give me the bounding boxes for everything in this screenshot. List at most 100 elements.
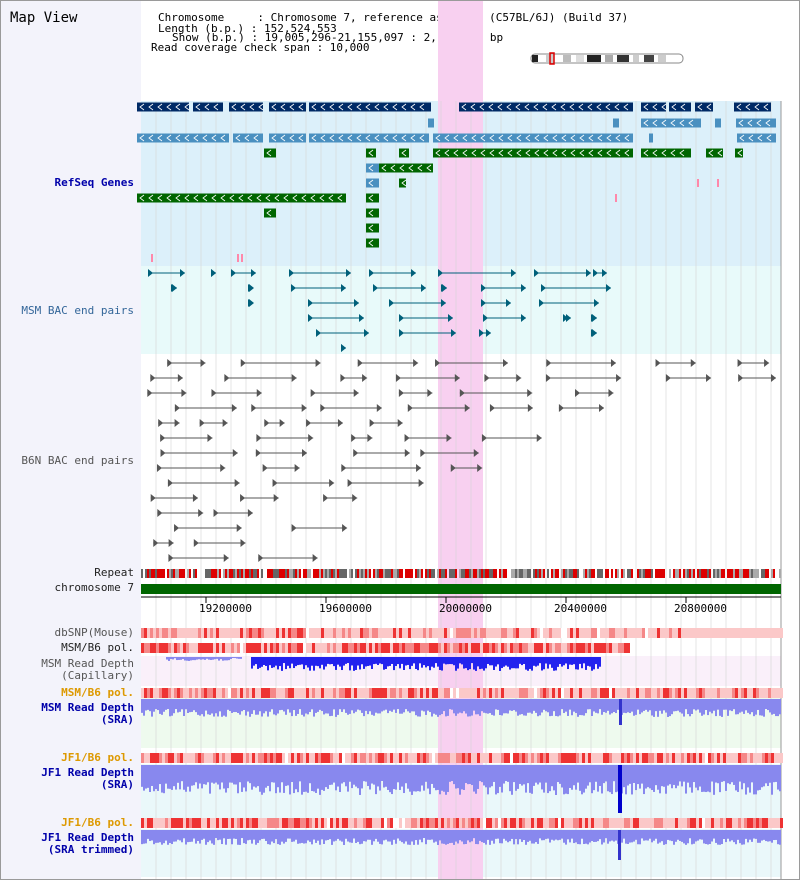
depth-bar [261, 657, 263, 667]
heat-cell [354, 628, 357, 638]
heat-cell [231, 818, 234, 828]
track-label-msm-bac[interactable]: MSM BAC end pairs [21, 304, 134, 317]
depth-bar [335, 830, 337, 841]
heat-cell [696, 688, 699, 698]
track-label-jf1-read-depth-trimmed[interactable]: JF1 Read Depth (SRA trimmed) [41, 831, 134, 856]
depth-bar [249, 830, 251, 840]
repeat-segment [471, 569, 473, 578]
heat-cell [681, 753, 684, 763]
heat-cell [714, 753, 717, 763]
heat-cell [657, 753, 660, 763]
track-label-refseq[interactable]: RefSeq Genes [54, 176, 134, 189]
gene-strand-mark [588, 134, 594, 142]
heat-cell [393, 628, 396, 638]
heat-cell [684, 628, 687, 638]
depth-bar [561, 830, 563, 839]
chromosome-ideogram[interactable] [530, 52, 684, 65]
heat-cell [546, 643, 549, 653]
gene-strand-mark [368, 209, 374, 217]
track-label-msm-b6-pol-1[interactable]: MSM/B6 pol. [61, 641, 134, 654]
heat-cell [642, 753, 645, 763]
depth-bar [501, 657, 503, 669]
heat-cell [564, 688, 567, 698]
heat-cell [441, 753, 444, 763]
bac-end-left [737, 359, 743, 367]
track-label-repeat[interactable]: Repeat [94, 566, 134, 579]
heat-cell [297, 753, 300, 763]
track-label-dbsnp[interactable]: dbSNP(Mouse) [54, 626, 134, 639]
track-label-msm-b6-pol-2[interactable]: MSM/B6 pol. [61, 686, 134, 699]
repeat-segment [701, 569, 703, 578]
depth-bar [311, 765, 313, 792]
track-label-b6n-bac[interactable]: B6N BAC end pairs [21, 454, 134, 467]
depth-bar [557, 699, 559, 717]
depth-bar [461, 699, 463, 714]
gene-strand-mark [266, 209, 272, 217]
depth-bar [569, 657, 571, 665]
gene-bar [734, 102, 771, 112]
heat-cell [543, 818, 546, 828]
heat-cell [393, 753, 396, 763]
depth-bar [179, 765, 181, 790]
depth-bar [173, 699, 175, 714]
heat-cell [540, 628, 543, 638]
pink-marker [697, 179, 699, 187]
heat-cell [726, 818, 729, 828]
heat-cell [537, 688, 540, 698]
depth-bar [703, 765, 705, 792]
heat-cell [201, 628, 204, 638]
depth-bar [165, 765, 167, 784]
heat-cell [672, 818, 675, 828]
heat-cell [357, 628, 360, 638]
repeat-segment [157, 569, 159, 578]
heat-cell [747, 753, 750, 763]
selected-region-highlight [438, 1, 483, 879]
repeat-segment [393, 569, 395, 578]
depth-bar [247, 765, 249, 782]
depth-bar [327, 830, 329, 841]
heat-cell [654, 753, 657, 763]
heat-cell [354, 688, 357, 698]
gene-strand-mark [506, 103, 512, 111]
gene-strand-mark [661, 103, 667, 111]
track-label-msm-read-depth-sra[interactable]: MSM Read Depth (SRA) [41, 701, 134, 726]
track-label-jf1-b6-pol-2[interactable]: JF1/B6 pol. [61, 816, 134, 829]
heat-cell [144, 753, 147, 763]
repeat-segment [567, 569, 569, 578]
track-label-jf1-read-depth-sra[interactable]: JF1 Read Depth (SRA) [41, 766, 134, 791]
heat-cell [708, 818, 711, 828]
track-label-msm-read-depth-capillary[interactable]: MSM Read Depth (Capillary) [41, 657, 134, 682]
heat-cell [198, 753, 201, 763]
depth-bar [291, 699, 293, 717]
heat-cell [366, 753, 369, 763]
track-label-chromosome[interactable]: chromosome 7 [54, 581, 134, 594]
repeat-segment [639, 569, 641, 578]
gene-strand-mark [274, 194, 280, 202]
track-label-jf1-b6-pol-1[interactable]: JF1/B6 pol. [61, 751, 134, 764]
depth-bar [181, 765, 183, 782]
depth-bar [397, 699, 399, 710]
heat-cell [699, 818, 702, 828]
heat-cell [585, 643, 588, 653]
depth-bar [323, 830, 325, 844]
depth-bar [687, 765, 689, 783]
depth-bar [433, 699, 435, 714]
heat-cell [390, 628, 393, 638]
depth-bar [599, 699, 601, 710]
heat-cell [360, 818, 363, 828]
repeat-segment [697, 569, 699, 578]
depth-bar [641, 765, 643, 784]
repeat-segment [679, 569, 681, 578]
heat-cell [465, 753, 468, 763]
heat-cell [555, 643, 558, 653]
heat-cell [390, 688, 393, 698]
depth-bar [170, 657, 172, 659]
depth-bar [407, 830, 409, 845]
heat-cell [609, 818, 612, 828]
gene-bar [137, 193, 346, 203]
depth-bar [149, 765, 151, 792]
gene-strand-mark [605, 103, 611, 111]
heat-cell [579, 628, 582, 638]
